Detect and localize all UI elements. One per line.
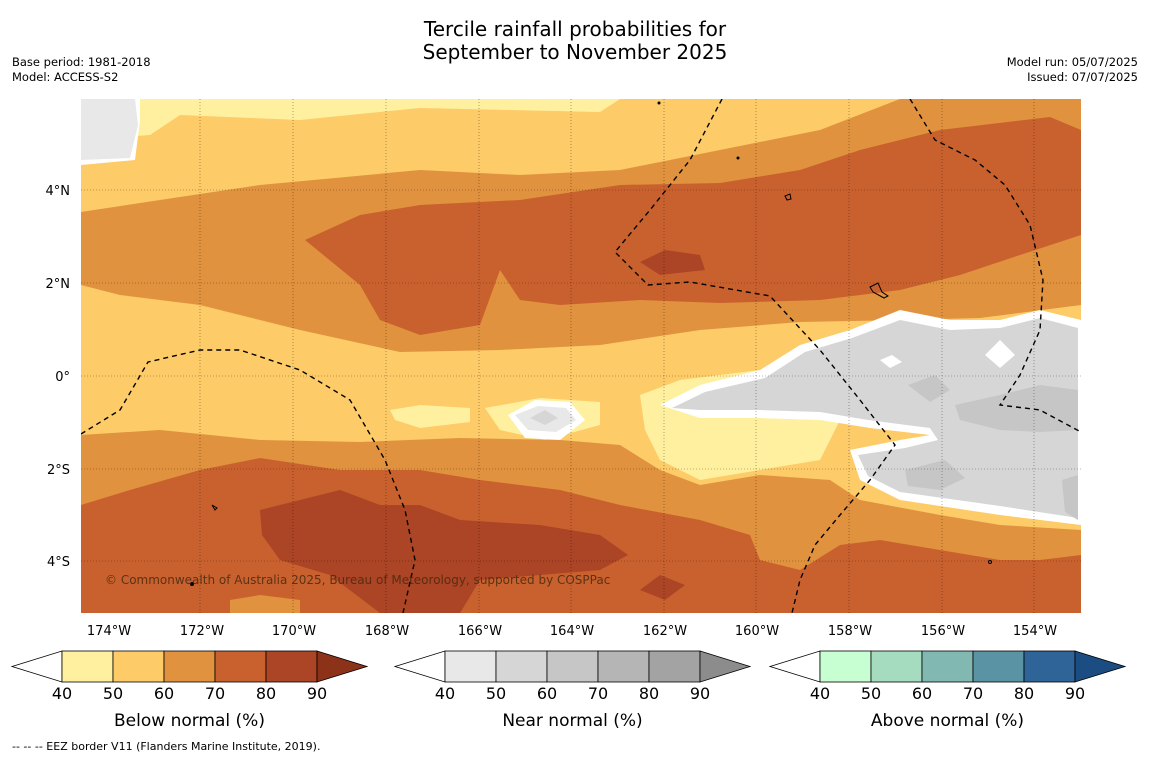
colorbar-segment [597, 650, 650, 683]
colorbar-segment [444, 650, 497, 683]
lon-tick-label: 162°W [643, 624, 687, 639]
colorbar-tick-label: 60 [154, 684, 174, 703]
issued-date: Issued: 07/07/2025 [1027, 70, 1138, 84]
colorbar-tick-label: 80 [639, 684, 659, 703]
lat-tick-label: 2°N [46, 277, 71, 292]
meta-left: Base period: 1981-2018 Model: ACCESS-S2 [12, 55, 151, 85]
colorbar: 40 50 60 70 80 90 Below normal (%) [10, 650, 369, 731]
colorbar-tick-label: 90 [307, 684, 327, 703]
colorbar-under-triangle [393, 650, 446, 683]
colorbar-over-triangle [699, 650, 752, 683]
colorbar-segment [648, 650, 701, 683]
eez-border [81, 99, 1081, 613]
colorbar-tick-label: 60 [537, 684, 557, 703]
colorbar: 40 50 60 70 80 90 Near normal (%) [393, 650, 752, 731]
colorbar-segment [870, 650, 923, 683]
lon-tick-label: 170°W [272, 624, 316, 639]
base-period: Base period: 1981-2018 [12, 55, 151, 69]
lon-tick-label: 160°W [735, 624, 779, 639]
colorbar-tick-label: 40 [52, 684, 72, 703]
colorbar-segment [112, 650, 165, 683]
colorbar-tick-label: 90 [690, 684, 710, 703]
copyright-text: © Commonwealth of Australia 2025, Bureau… [105, 573, 610, 587]
colorbar-under-triangle [768, 650, 821, 683]
colorbar-title: Above normal (%) [871, 711, 1024, 731]
lon-tick-label: 166°W [458, 624, 502, 639]
colorbar-tick-label: 50 [486, 684, 506, 703]
lon-tick-label: 174°W [87, 624, 131, 639]
lat-tick-label: 4°N [46, 184, 71, 199]
colorbar-tick-label: 50 [861, 684, 881, 703]
model-run: Model run: 05/07/2025 [1006, 55, 1138, 69]
colorbar-under-triangle [10, 650, 63, 683]
lon-tick-label: 156°W [921, 624, 965, 639]
lat-tick-label: 4°S [47, 555, 70, 570]
colorbar-tick-label: 90 [1065, 684, 1085, 703]
colorbar-segment [61, 650, 114, 683]
lon-axis: 174°W 172°W 170°W 168°W 166°W 164°W 162°… [87, 624, 1057, 639]
lon-tick-label: 158°W [828, 624, 872, 639]
colorbar-tick-label: 80 [256, 684, 276, 703]
colorbar-tick-label: 70 [963, 684, 983, 703]
colorbar-tick-label: 50 [103, 684, 123, 703]
colorbar-tick-label: 60 [912, 684, 932, 703]
colorbar-segment [546, 650, 599, 683]
title-line-1: Tercile rainfall probabilities for [423, 17, 727, 41]
colorbar-tick-label: 70 [588, 684, 608, 703]
lat-axis: 4°N 2°N 0° 2°S 4°S [46, 184, 71, 570]
colorbar-title: Near normal (%) [502, 711, 642, 731]
lon-tick-label: 154°W [1013, 624, 1057, 639]
colorbar-title: Below normal (%) [114, 711, 265, 731]
lat-tick-label: 2°S [47, 463, 70, 478]
title-line-2: September to November 2025 [422, 40, 728, 64]
meta-right: Model run: 05/07/2025 Issued: 07/07/2025 [1007, 55, 1138, 85]
colorbar-segment [214, 650, 267, 683]
lon-tick-label: 168°W [365, 624, 409, 639]
colorbar-tick-label: 40 [435, 684, 455, 703]
lon-tick-label: 172°W [180, 624, 224, 639]
colorbar-segment [972, 650, 1025, 683]
colorbar-tick-label: 70 [205, 684, 225, 703]
colorbar: 40 50 60 70 80 90 Above normal (%) [768, 650, 1127, 731]
lat-tick-label: 0° [55, 370, 70, 385]
legend: 40 50 60 70 80 90 Below normal (%) 40 50 60 70 80 90… [10, 650, 1127, 731]
colorbar-tick-label: 40 [810, 684, 830, 703]
lon-tick-label: 164°W [550, 624, 594, 639]
islands [190, 101, 992, 586]
colorbar-segment [1023, 650, 1076, 683]
colorbar-over-triangle [1074, 650, 1127, 683]
colorbar-segment [495, 650, 548, 683]
colorbar-segment [921, 650, 974, 683]
probability-field [81, 99, 1081, 613]
colorbar-segment [163, 650, 216, 683]
model-name: Model: ACCESS-S2 [12, 70, 119, 84]
colorbar-over-triangle [316, 650, 369, 683]
eez-footnote: -- -- -- EEZ border V11 (Flanders Marine… [12, 740, 321, 753]
colorbar-segment [819, 650, 872, 683]
map-title: Tercile rainfall probabilities for Septe… [0, 18, 1150, 64]
colorbar-tick-label: 80 [1014, 684, 1034, 703]
colorbar-segment [265, 650, 318, 683]
